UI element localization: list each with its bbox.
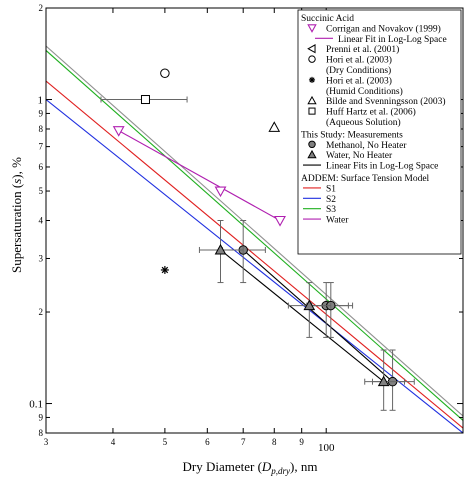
data-point <box>214 186 227 198</box>
legend-entry-label: Water <box>326 216 349 226</box>
data-point <box>214 243 227 255</box>
legend-entry-label: Linear Fit in Log-Log Space <box>338 35 447 45</box>
series-hori-et-al-2003-humid-conditions <box>160 265 169 274</box>
legend-entry-label: Corrigan and Novakov (1999) <box>326 23 441 34</box>
legend-entry-label: Huff Hartz et al. (2006) <box>326 107 416 118</box>
legend-entry-label: (Humid Conditions) <box>326 86 403 97</box>
x-tick-label: 4 <box>111 437 116 447</box>
series-huff-hartz-et-al-2006-aqueous-solution <box>100 95 188 105</box>
y-tick-label: 7 <box>39 142 44 152</box>
data-point <box>112 126 125 137</box>
line-methanol-fit <box>242 249 393 383</box>
y-tick-label: 3 <box>39 253 44 263</box>
y-tick-label: 5 <box>39 186 44 196</box>
y-axis-title: Supersaturation (s), % <box>9 157 24 273</box>
y-axis-title-main: Supersaturation ( <box>9 184 24 273</box>
legend-marker <box>308 107 316 115</box>
legend-header: ADDEM: Surface Tension Model <box>301 173 430 184</box>
x-tick-label: 7 <box>241 437 246 447</box>
legend-marker <box>307 44 316 54</box>
data-point <box>160 68 170 79</box>
x-axis-title-main: Dry Diameter ( <box>182 459 261 474</box>
x-tick-label: 100 <box>318 442 335 454</box>
x-tick-label: 9 <box>299 437 304 447</box>
x-tick-label: 3 <box>44 437 49 447</box>
y-tick-label: 1 <box>38 95 44 107</box>
line-s3 <box>46 50 463 421</box>
legend-entry-label: S3 <box>326 205 336 215</box>
legend-header: This Study: Measurements <box>301 130 403 140</box>
legend-marker <box>307 149 317 159</box>
legend-entry-label: Linear Fits in Log-Log Space <box>326 162 438 172</box>
y-tick-label: 8 <box>39 124 44 134</box>
series-corrigan-and-novakov-1999 <box>112 126 286 227</box>
legend-entry-label: S1 <box>326 184 336 194</box>
legend-marker-stroke <box>309 77 315 83</box>
data-point-stroke <box>161 266 169 274</box>
y-tick-label: 0.1 <box>29 399 43 411</box>
legend-entry-label: Hori et al. (2003) <box>326 55 392 66</box>
legend-entry-label: S2 <box>326 195 336 205</box>
legend-entry-label: Prenni et al. (2001) <box>326 44 399 55</box>
legend-marker <box>308 140 316 149</box>
x-tick-label: 8 <box>272 437 277 447</box>
legend-entry-label: Water, No Heater <box>326 151 393 161</box>
series-bilde-and-svenningsson-2003 <box>268 121 281 132</box>
series-water-no-heater <box>198 220 406 411</box>
plot-area <box>46 45 463 433</box>
x-tick-label: 5 <box>163 437 168 447</box>
y-tick-label: 2 <box>39 3 44 13</box>
data-point <box>274 215 286 227</box>
y-tick-label: 4 <box>39 216 44 226</box>
y-axis-title-symbol: s <box>9 179 24 184</box>
legend-box <box>297 9 462 255</box>
y-tick-label: 6 <box>39 162 44 172</box>
x-axis-title: Dry Diameter (Dp,dry), nm <box>182 459 317 476</box>
data-point <box>377 375 390 387</box>
legend-marker <box>308 55 316 63</box>
legend-header: Succinic Acid <box>301 14 354 24</box>
legend-entry-label: (Aqueous Solution) <box>326 117 401 128</box>
y-tick-label: 9 <box>39 412 44 422</box>
series-hori-et-al-2003-dry-conditions <box>160 68 170 79</box>
data-point <box>140 95 150 105</box>
x-axis-title-symbol: D <box>261 459 272 474</box>
data-point <box>303 299 316 311</box>
x-tick-label: 6 <box>205 437 210 447</box>
legend-entry-label: (Dry Conditions) <box>326 65 391 76</box>
legend-marker <box>307 95 317 105</box>
y-axis-title-tail: ), % <box>9 157 24 179</box>
line-water-fit <box>220 249 385 383</box>
legend-entry-label: Methanol, No Heater <box>326 141 407 151</box>
legend-marker <box>307 24 317 33</box>
y-tick-label: 2 <box>39 307 44 317</box>
y-tick-label: 9 <box>39 108 44 118</box>
legend-marker <box>308 76 316 83</box>
legend-entry-label: Bilde and Svenningsson (2003) <box>326 96 446 107</box>
plot-content <box>46 45 463 433</box>
legend-entry-label: Hori et al. (2003) <box>326 75 392 86</box>
x-axis-title-tail: ), nm <box>290 459 317 474</box>
line-s1 <box>46 80 463 429</box>
line-linear-fit-in-log-log-space <box>118 130 281 221</box>
data-point <box>160 265 169 274</box>
x-axis-title-subscript: p,dry <box>270 466 290 476</box>
data-point <box>268 121 281 132</box>
line-water <box>46 45 463 417</box>
y-tick-label: 8 <box>39 428 44 438</box>
